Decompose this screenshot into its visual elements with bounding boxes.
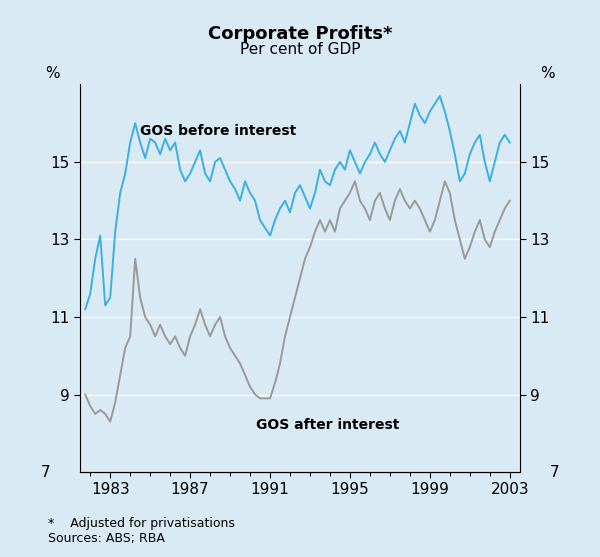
Text: %: %	[45, 66, 60, 81]
Text: Per cent of GDP: Per cent of GDP	[240, 42, 360, 57]
Text: %: %	[540, 66, 555, 81]
Text: 7: 7	[550, 465, 559, 480]
Text: GOS after interest: GOS after interest	[256, 418, 400, 432]
Text: 7: 7	[41, 465, 50, 480]
Text: GOS before interest: GOS before interest	[140, 124, 296, 138]
Text: *    Adjusted for privatisations
Sources: ABS; RBA: * Adjusted for privatisations Sources: A…	[48, 517, 235, 545]
Text: Corporate Profits*: Corporate Profits*	[208, 25, 392, 43]
